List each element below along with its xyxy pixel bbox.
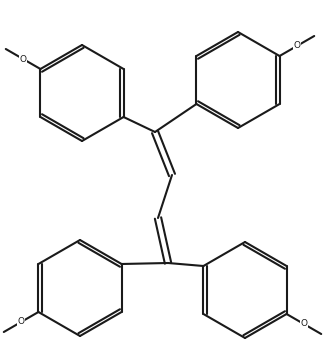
- Text: O: O: [18, 317, 25, 326]
- Text: O: O: [293, 41, 300, 50]
- Text: O: O: [20, 55, 27, 63]
- Text: O: O: [300, 319, 307, 328]
